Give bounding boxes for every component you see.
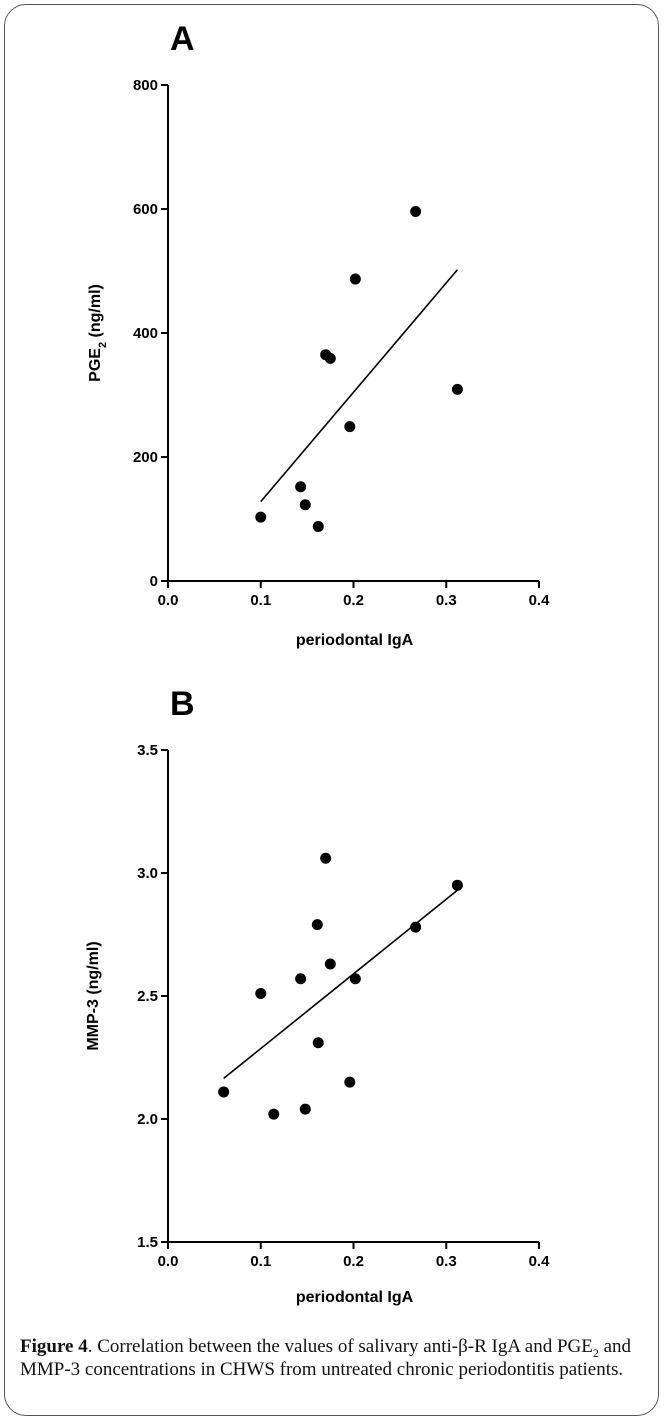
panel-b-letter: B <box>170 685 195 723</box>
panel-a-letter: A <box>170 20 195 58</box>
panel-a-data-point <box>312 520 324 532</box>
panel-b-y-axis-title: MMP-3 (ng/ml) <box>85 941 102 1050</box>
panel-a-trend-line <box>260 269 458 503</box>
panel-a-data-point <box>451 383 463 395</box>
panel-b-data-point <box>299 1103 311 1115</box>
panel-a-data-point <box>324 352 336 364</box>
panel-b-y-tick-label: 1.5 <box>137 1234 158 1251</box>
panel-a-y-axis-title-sub: 2 <box>97 342 109 348</box>
panel-b-data-point <box>324 958 336 970</box>
panel-b-data-point <box>344 1076 356 1088</box>
panel-a-data-point <box>410 205 422 217</box>
panel-a-y-axis-title-rest: (ng/ml) <box>87 284 104 342</box>
panel-a-y-tick-label: 400 <box>133 325 158 342</box>
panel-b-data-point <box>312 1037 324 1049</box>
panel-b-data-point <box>320 852 332 864</box>
panel-a-data-point <box>295 481 307 493</box>
figure-frame <box>4 4 659 1416</box>
panel-b-data-point <box>311 919 323 931</box>
panel-b-x-tick-label: 0.3 <box>436 1253 457 1270</box>
panel-b-x-tick-label: 0.2 <box>343 1253 364 1270</box>
panel-b-data-point <box>218 1086 230 1098</box>
panel-b-y-axis-title-main: MMP-3 (ng/ml) <box>85 941 102 1050</box>
panel-b-trend-line <box>223 889 458 1080</box>
scatter-panel-a: A 0 200 400 600 800 0.0 0.1 0.2 0.3 0.4 periodontal… <box>87 20 550 649</box>
panel-b-data-point <box>349 973 361 985</box>
figure-svg: A 0 200 400 600 800 0.0 0.1 0.2 0.3 0.4 periodontal… <box>85 20 550 1306</box>
panel-b-y-tick-label: 2.0 <box>137 1111 158 1128</box>
panel-a-x-tick-label: 0.4 <box>529 592 551 609</box>
panel-a-y-tick-label: 800 <box>133 77 158 94</box>
caption-label: Figure 4 <box>20 1336 88 1357</box>
panel-b-data-point <box>268 1108 280 1120</box>
panel-b-y-tick-label: 3.0 <box>137 865 158 882</box>
caption-text-1: . Correlation between the values of sali… <box>87 1336 593 1357</box>
figure-caption: Figure 4. Correlation between the values… <box>20 1335 650 1381</box>
panel-b-data-point <box>255 988 267 1000</box>
panel-b-data-point <box>451 879 463 891</box>
panel-a-data-point <box>344 421 356 433</box>
panel-b-x-tick-label: 0.4 <box>529 1253 551 1270</box>
panel-a-x-axis-title: periodontal IgA <box>296 632 414 649</box>
scatter-panel-b: B 1.5 2.0 2.5 3.0 3.5 0.0 0.1 0.2 0.3 0.4 periodont… <box>85 685 550 1306</box>
caption-text-2: and MMP-3 concentrations in CHWS from un… <box>20 1336 632 1380</box>
panel-b-y-tick-label: 2.5 <box>137 988 158 1005</box>
panel-a-x-tick-label: 0.0 <box>158 592 179 609</box>
panel-a-x-tick-label: 0.1 <box>250 592 271 609</box>
caption-subscript: 2 <box>592 1345 599 1360</box>
panel-a-y-tick-label: 600 <box>133 201 158 218</box>
panel-b-data-point <box>295 973 307 985</box>
panel-a-x-tick-label: 0.3 <box>436 592 457 609</box>
panel-b-x-tick-label: 0.0 <box>158 1253 179 1270</box>
panel-b-data-point <box>410 921 422 933</box>
panel-b-y-tick-label: 3.5 <box>137 742 158 759</box>
panel-a-y-tick-label: 0 <box>150 573 158 590</box>
panel-b-x-tick-label: 0.1 <box>250 1253 271 1270</box>
panel-a-data-point <box>255 511 267 523</box>
panel-a-y-axis-title-main: PGE <box>87 348 104 382</box>
panel-a-data-point <box>349 273 361 285</box>
panel-a-x-tick-label: 0.2 <box>343 592 364 609</box>
panel-a-data-point <box>299 499 311 511</box>
panel-a-y-axis-title: PGE2 (ng/ml) <box>87 284 109 382</box>
panel-b-x-axis-title: periodontal IgA <box>296 1289 414 1306</box>
panel-a-y-tick-label: 200 <box>133 449 158 466</box>
